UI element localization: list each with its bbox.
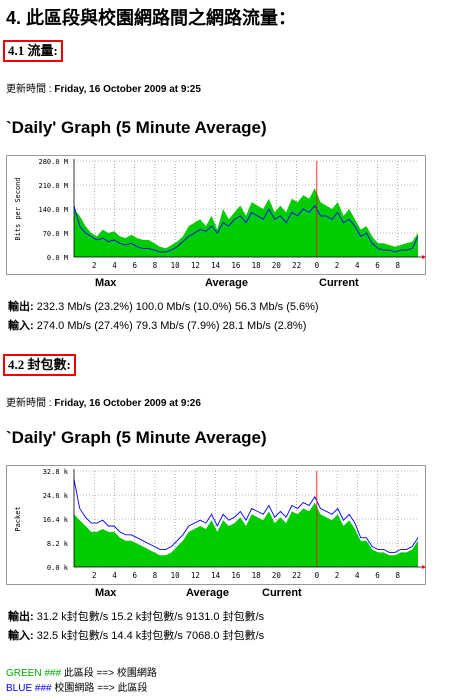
y-tick-label: 8.2 k <box>47 540 69 548</box>
x-tick-label: 20 <box>272 571 282 580</box>
y-tick-label: 280.0 M <box>38 158 68 166</box>
x-tick-label: 8 <box>153 261 158 270</box>
x-tick-label: 0 <box>315 571 320 580</box>
x-axis-arrow <box>422 565 426 569</box>
update-time-value: Friday, 16 October 2009 at 9:25 <box>54 84 201 95</box>
y-tick-label: 140.0 M <box>38 206 68 214</box>
y-tick-label: 16.4 k <box>43 516 69 524</box>
section-title-traffic: 4.1 流量: <box>3 40 63 62</box>
stat-input: 輸入: 274.0 Mb/s (27.4%) 79.3 Mb/s (7.9%) … <box>8 317 306 333</box>
stat-output-values: 31.2 k封包數/s 15.2 k封包數/s 9131.0 封包數/s <box>36 611 265 623</box>
y-tick-label: 70.0 M <box>43 230 68 238</box>
x-tick-label: 6 <box>375 261 380 270</box>
x-tick-label: 8 <box>153 571 158 580</box>
legend-current: Current <box>319 277 359 289</box>
x-tick-label: 8 <box>396 571 401 580</box>
x-tick-label: 16 <box>231 571 241 580</box>
update-time-label: 更新時間 : <box>6 398 52 409</box>
x-tick-label: 18 <box>252 571 262 580</box>
x-tick-label: 6 <box>132 261 137 270</box>
stat-input-label: 輸入: <box>8 630 34 642</box>
x-tick-label: 4 <box>355 261 360 270</box>
x-tick-label: 12 <box>191 571 200 580</box>
x-tick-label: 2 <box>92 261 97 270</box>
note-hashes: ### <box>34 683 52 694</box>
traffic-graph: 0.0 M 70.0 M 140.0 M 210.0 M 280.0 M Bits per… <box>6 155 426 275</box>
stat-input-label: 輸入: <box>8 320 34 332</box>
stat-output-values: 232.3 Mb/s (23.2%) 100.0 Mb/s (10.0%) 56… <box>36 301 319 313</box>
y-tick-label: 0.0 k <box>47 564 69 572</box>
y-tick-label: 32.8 k <box>43 468 69 476</box>
x-tick-label: 10 <box>171 571 181 580</box>
x-tick-label: 4 <box>112 261 117 270</box>
x-tick-label: 16 <box>231 261 241 270</box>
x-tick-label: 2 <box>335 261 340 270</box>
x-tick-label: 6 <box>375 571 380 580</box>
x-axis-arrow <box>422 255 426 259</box>
x-tick-label: 4 <box>355 571 360 580</box>
x-tick-label: 2 <box>92 571 97 580</box>
x-tick-label: 4 <box>112 571 117 580</box>
legend-max: Max <box>95 277 117 289</box>
stat-output: 輸出: 31.2 k封包數/s 15.2 k封包數/s 9131.0 封包數/s <box>8 608 264 624</box>
stat-input-values: 274.0 Mb/s (27.4%) 79.3 Mb/s (7.9%) 28.1… <box>36 320 307 332</box>
stat-output: 輸出: 232.3 Mb/s (23.2%) 100.0 Mb/s (10.0%… <box>8 298 319 314</box>
x-tick-label: 0 <box>315 261 320 270</box>
note-text: 此區段 ==> 校園網路 <box>63 668 157 679</box>
graph-title: `Daily' Graph (5 Minute Average) <box>6 428 267 447</box>
x-tick-label: 2 <box>335 571 340 580</box>
x-tick-label: 18 <box>252 261 262 270</box>
legend-average: Average <box>186 587 230 599</box>
stat-input: 輸入: 32.5 k封包數/s 14.4 k封包數/s 7068.0 封包數/s <box>8 627 264 643</box>
legend-max: Max <box>95 587 117 599</box>
stat-output-label: 輸出: <box>8 301 34 313</box>
x-tick-label: 8 <box>396 261 401 270</box>
series-blue-line <box>73 204 419 253</box>
update-time: 更新時間 : Friday, 16 October 2009 at 9:26 <box>6 394 201 409</box>
series-green-area <box>74 502 418 567</box>
x-tick-label: 14 <box>211 261 221 270</box>
page-heading: 4. 此區段與校園網路間之網路流量： <box>6 8 297 28</box>
update-time-value: Friday, 16 October 2009 at 9:26 <box>54 398 201 409</box>
x-tick-label: 12 <box>191 261 200 270</box>
legend-average: Average <box>205 277 249 289</box>
y-tick-label: 210.0 M <box>38 182 68 190</box>
y-tick-label: 24.6 k <box>43 492 69 500</box>
update-time-label: 更新時間 : <box>6 84 52 95</box>
note-text: 校園網路 ==> 此區段 <box>54 683 148 694</box>
update-time: 更新時間 : Friday, 16 October 2009 at 9:25 <box>6 80 201 95</box>
y-axis-label: Bits per Second <box>14 177 22 240</box>
stat-output-label: 輸出: <box>8 611 34 623</box>
legend-current: Current <box>262 587 302 599</box>
x-tick-label: 14 <box>211 571 221 580</box>
graph-title: `Daily' Graph (5 Minute Average) <box>6 118 267 137</box>
series-blue-line <box>73 479 419 553</box>
note-color-word: GREEN <box>6 668 42 679</box>
x-tick-label: 6 <box>132 571 137 580</box>
note-hashes: ### <box>44 668 62 679</box>
note-color-word: BLUE <box>6 683 33 694</box>
y-tick-label: 0.0 M <box>47 254 68 262</box>
x-tick-label: 20 <box>272 261 282 270</box>
x-tick-label: 22 <box>292 261 301 270</box>
section-title-packets: 4.2 封包數: <box>3 354 76 376</box>
x-tick-label: 22 <box>292 571 301 580</box>
stat-input-values: 32.5 k封包數/s 14.4 k封包數/s 7068.0 封包數/s <box>36 630 265 642</box>
x-tick-label: 10 <box>171 261 181 270</box>
legend-note-green: GREEN ### 此區段 ==> 校園網路 <box>6 664 157 679</box>
packet-graph: 0.0 k 8.2 k 16.4 k 24.6 k 32.8 k Packet 2 4 6 8 10… <box>6 465 426 585</box>
y-axis-label: Packet <box>14 506 22 531</box>
legend-note-blue: BLUE ### 校園網路 ==> 此區段 <box>6 679 147 694</box>
